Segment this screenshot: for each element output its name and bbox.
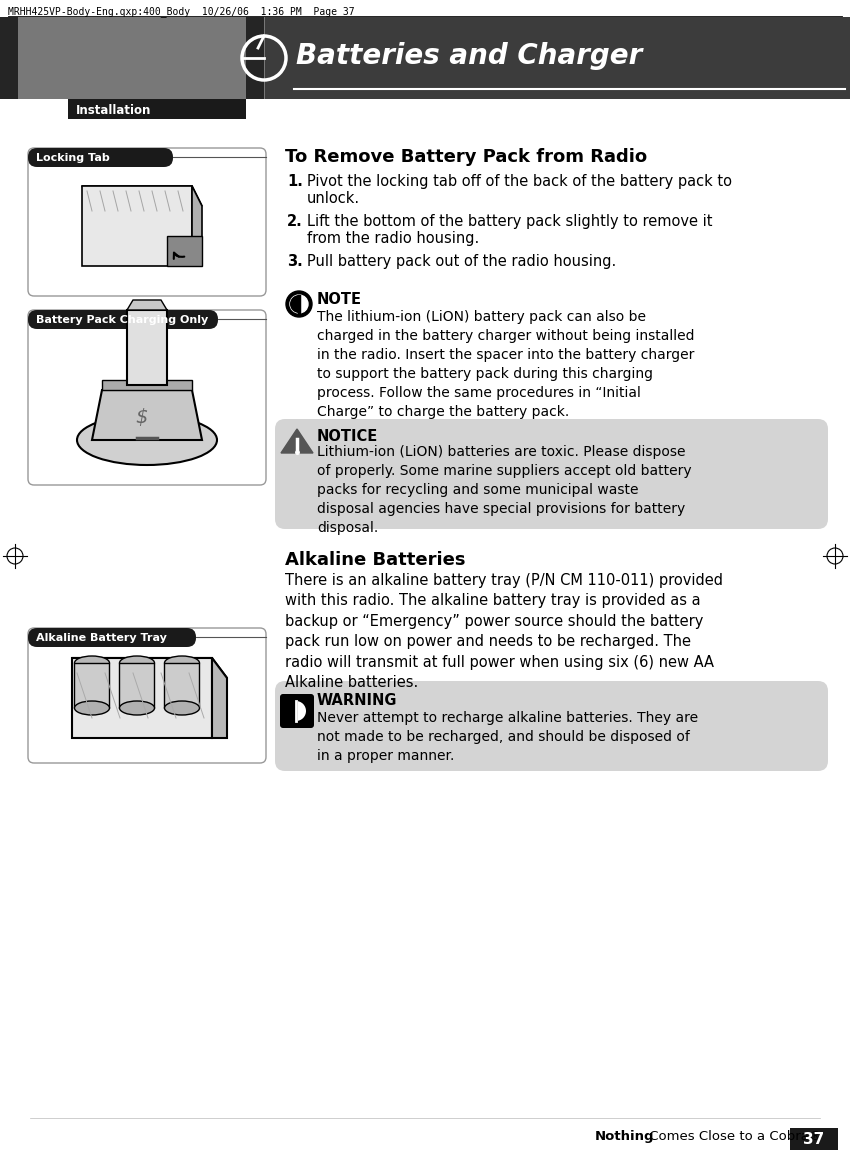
Ellipse shape: [75, 656, 110, 670]
Bar: [0, 17, 265, 99]
Circle shape: [286, 291, 312, 317]
Text: The lithium-ion (LiON) battery pack can also be
charged in the battery charger w: The lithium-ion (LiON) battery pack can …: [317, 310, 694, 419]
FancyBboxPatch shape: [28, 310, 218, 329]
Circle shape: [290, 296, 308, 313]
Text: Pull battery pack out of the radio housing.: Pull battery pack out of the radio housi…: [307, 254, 616, 269]
Text: Alkaline Batteries: Alkaline Batteries: [285, 551, 466, 569]
Polygon shape: [127, 310, 167, 385]
Text: Battery Pack Charging Only: Battery Pack Charging Only: [36, 315, 208, 325]
Text: Locking Tab: Locking Tab: [36, 153, 110, 163]
Text: Nothing: Nothing: [595, 1130, 654, 1143]
Polygon shape: [120, 664, 155, 708]
Polygon shape: [82, 186, 202, 206]
Wedge shape: [296, 702, 306, 721]
Ellipse shape: [120, 702, 155, 715]
Polygon shape: [102, 380, 192, 390]
Wedge shape: [288, 702, 298, 721]
Text: 1.: 1.: [287, 174, 303, 189]
Ellipse shape: [75, 702, 110, 715]
Text: NOTE: NOTE: [317, 292, 362, 307]
Text: Never attempt to recharge alkaline batteries. They are
not made to be recharged,: Never attempt to recharge alkaline batte…: [317, 711, 698, 762]
Polygon shape: [165, 664, 200, 708]
FancyArrowPatch shape: [173, 253, 184, 259]
Ellipse shape: [77, 415, 217, 465]
Polygon shape: [192, 186, 202, 266]
FancyBboxPatch shape: [28, 148, 173, 167]
FancyBboxPatch shape: [275, 681, 828, 770]
Text: Batteries and Charger: Batteries and Charger: [296, 43, 643, 70]
Bar: [0, 17, 850, 99]
Bar: [790, 1128, 838, 1150]
Text: Comes Close to a Cobra®: Comes Close to a Cobra®: [645, 1130, 822, 1143]
Wedge shape: [290, 296, 299, 313]
FancyBboxPatch shape: [280, 693, 314, 728]
Polygon shape: [82, 186, 192, 266]
Text: Lift the bottom of the battery pack slightly to remove it
from the radio housing: Lift the bottom of the battery pack slig…: [307, 214, 712, 246]
Text: MRHH425VP-Body-Eng.qxp:400_Body  10/26/06  1:36 PM  Page 37: MRHH425VP-Body-Eng.qxp:400_Body 10/26/06…: [8, 6, 354, 17]
Bar: [0, 17, 18, 99]
Polygon shape: [92, 390, 202, 440]
Ellipse shape: [120, 656, 155, 670]
Text: Pivot the locking tab off of the back of the battery pack to
unlock.: Pivot the locking tab off of the back of…: [307, 174, 732, 206]
Text: There is an alkaline battery tray (P/N CM 110-011) provided
with this radio. The: There is an alkaline battery tray (P/N C…: [285, 573, 723, 690]
FancyBboxPatch shape: [28, 628, 266, 762]
Polygon shape: [167, 236, 202, 266]
Text: 2.: 2.: [287, 214, 303, 229]
Polygon shape: [72, 658, 227, 678]
Bar: [246, 17, 264, 99]
Text: Lithium-ion (LiON) batteries are toxic. Please dispose
of properly. Some marine : Lithium-ion (LiON) batteries are toxic. …: [317, 445, 692, 535]
Text: NOTICE: NOTICE: [317, 429, 378, 444]
Polygon shape: [212, 658, 227, 738]
Bar: [68, 99, 246, 118]
Text: Installation: Installation: [76, 104, 151, 117]
Text: $: $: [136, 408, 148, 428]
FancyBboxPatch shape: [28, 148, 266, 296]
Text: 3.: 3.: [287, 254, 303, 269]
FancyBboxPatch shape: [28, 628, 196, 647]
Ellipse shape: [165, 656, 200, 670]
Text: Alkaline Battery Tray: Alkaline Battery Tray: [36, 632, 167, 643]
Polygon shape: [72, 658, 212, 738]
Text: To Remove Battery Pack from Radio: To Remove Battery Pack from Radio: [285, 148, 647, 166]
FancyBboxPatch shape: [28, 310, 266, 485]
Polygon shape: [127, 300, 167, 311]
Text: 37: 37: [803, 1133, 824, 1148]
Text: WARNING: WARNING: [317, 693, 398, 708]
Ellipse shape: [165, 702, 200, 715]
Polygon shape: [281, 429, 313, 453]
FancyBboxPatch shape: [275, 419, 828, 529]
Polygon shape: [75, 664, 110, 708]
